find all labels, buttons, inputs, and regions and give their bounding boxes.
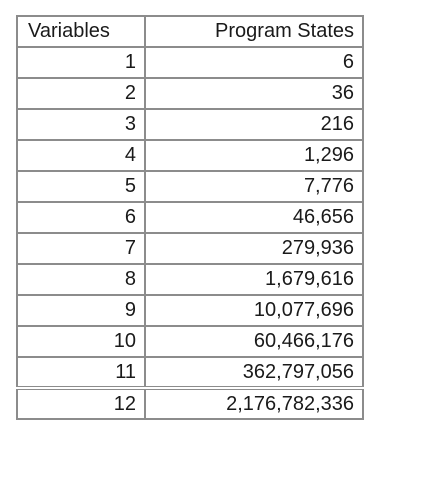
cell-program-states: 1,296	[144, 139, 364, 172]
cell-program-states: 36	[144, 77, 364, 110]
program-states-table: Variables Program States 1 6 2 36 3 21 6 …	[16, 15, 364, 420]
cell-program-states: 6	[144, 46, 364, 79]
cell-program-states: 1,679,616	[144, 263, 364, 296]
cell-program-states: 60,466,176	[144, 325, 364, 358]
table-row: 1 6	[16, 46, 364, 79]
table-row: 3 216	[16, 108, 364, 141]
cell-variables: 8	[16, 263, 146, 296]
table-row: 4 1,296	[16, 139, 364, 172]
cell-variables: 2	[16, 77, 146, 110]
table-row: 6 46,656	[16, 201, 364, 234]
table-row: 9 10,077,696	[16, 294, 364, 327]
cell-variables: 6	[16, 201, 146, 234]
table-row: 11 362,797,056	[16, 356, 364, 389]
header-program-states: Program States	[144, 15, 364, 48]
cell-variables: 7	[16, 232, 146, 265]
cell-program-states: 10,077,696	[144, 294, 364, 327]
cell-program-states: 216	[144, 108, 364, 141]
table-row: 7 279,936	[16, 232, 364, 265]
cell-program-states: 362,797,056	[144, 356, 364, 389]
program-states-table-container: Variables Program States 1 6 2 36 3 21 6 …	[16, 15, 364, 420]
table-row: 12 2,176,782,336	[16, 386, 364, 420]
header-variables: Variables	[16, 15, 146, 48]
table-row: 2 36	[16, 77, 364, 110]
cell-variables: 12	[16, 386, 146, 420]
table-row: 5 7,776	[16, 170, 364, 203]
cell-variables: 10	[16, 325, 146, 358]
cell-variables: 9	[16, 294, 146, 327]
table-row: 8 1,679,616	[16, 263, 364, 296]
cell-variables: 3	[16, 108, 146, 141]
cell-program-states: 279,936	[144, 232, 364, 265]
cell-variables: 4	[16, 139, 146, 172]
cell-program-states: 7,776	[144, 170, 364, 203]
cell-program-states: 46,656	[144, 201, 364, 234]
table-row: 10 60,466,176	[16, 325, 364, 358]
cell-program-states: 2,176,782,336	[144, 386, 364, 420]
cell-variables: 11	[16, 356, 146, 389]
cell-variables: 5	[16, 170, 146, 203]
table-header-row: Variables Program States	[16, 15, 364, 48]
cell-variables: 1	[16, 46, 146, 79]
